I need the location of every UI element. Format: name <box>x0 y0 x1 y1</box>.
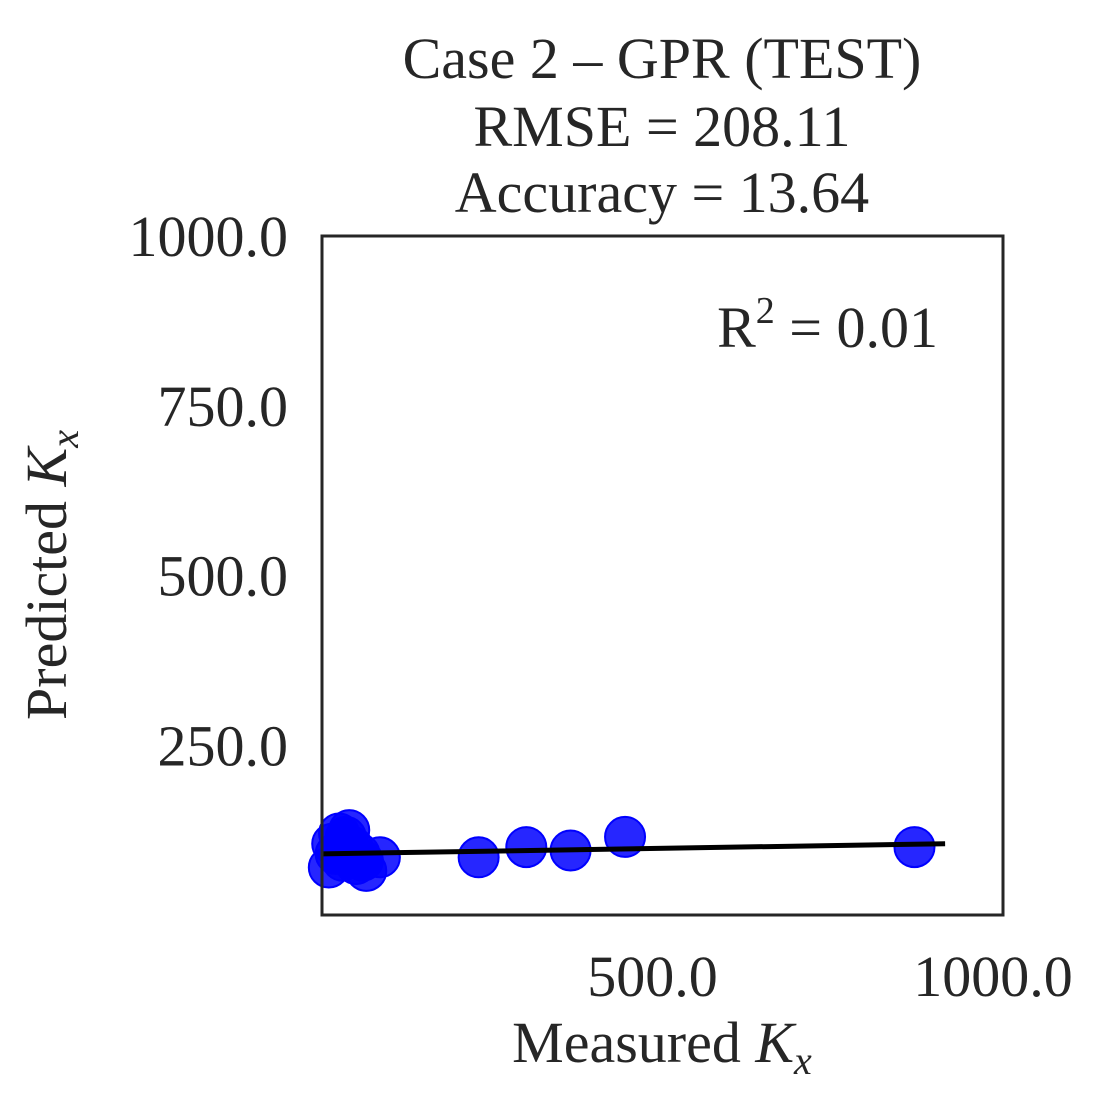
x-axis-label: Measured Kx <box>512 1010 812 1083</box>
x-axis-label-text: Measured <box>512 1010 755 1075</box>
y-tick-label-4: 1000.0 <box>129 204 289 269</box>
y-tick-label-2: 500.0 <box>158 544 289 609</box>
x-tick-label-1: 500.0 <box>587 944 718 1009</box>
y-tick-label-1: 250.0 <box>158 713 289 778</box>
plot-frame <box>320 234 1005 917</box>
x-axis-label-var: K <box>754 1010 797 1075</box>
data-point-13 <box>358 836 401 879</box>
r-squared-annotation: R2 = 0.01 <box>717 290 938 360</box>
r-squared-prefix: R <box>717 295 756 360</box>
r-squared-value: = 0.01 <box>775 295 938 360</box>
y-axis-label-sub: x <box>42 430 87 449</box>
x-tick-label-2: 1000.0 <box>913 944 1073 1009</box>
y-axis-label-text: Predicted <box>14 486 79 720</box>
data-point-15 <box>505 826 548 869</box>
r-squared-superscript: 2 <box>756 290 775 332</box>
y-axis-label-var: K <box>14 444 79 487</box>
chart-title-line-1: Case 2 – GPR (TEST) <box>403 26 922 91</box>
chart-title-line-2: RMSE = 208.11 <box>474 94 851 159</box>
x-axis-label-sub: x <box>793 1038 812 1083</box>
data-point-18 <box>893 826 936 869</box>
y-tick-label-3: 750.0 <box>158 374 289 439</box>
y-axis-label: Predicted Kx <box>14 430 87 720</box>
regression-line <box>321 841 946 857</box>
y-tick-labels: 250.0 500.0 750.0 1000.0 <box>129 204 289 778</box>
data-point-14 <box>457 836 500 879</box>
x-tick-labels: 500.0 1000.0 <box>587 944 1073 1009</box>
chart-title-line-3: Accuracy = 13.64 <box>455 160 869 225</box>
points-layer <box>307 809 946 892</box>
